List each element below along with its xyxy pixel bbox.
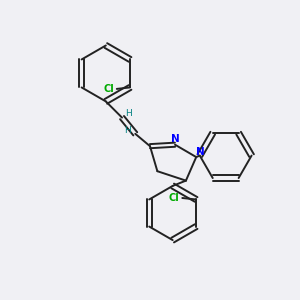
Text: N: N (196, 147, 205, 157)
Text: Cl: Cl (169, 193, 179, 203)
Text: H: H (125, 109, 132, 118)
Text: N: N (171, 134, 179, 144)
Text: Cl: Cl (103, 84, 114, 94)
Text: H: H (124, 126, 130, 135)
